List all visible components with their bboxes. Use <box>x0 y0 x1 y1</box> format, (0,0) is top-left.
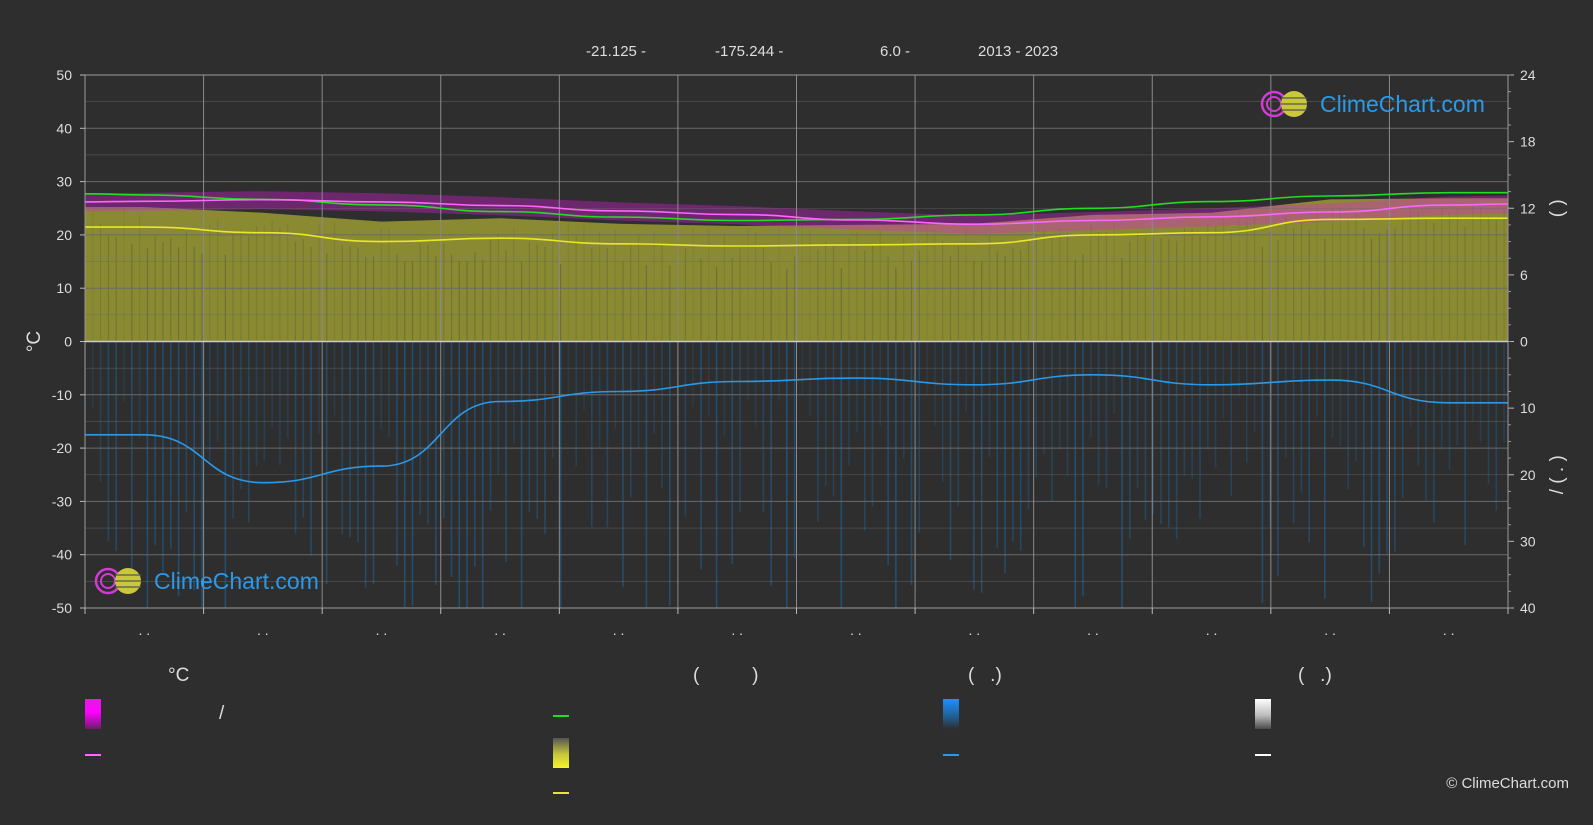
legend-rain-heading: ( .) <box>968 665 1002 686</box>
legend-sunshine-swatch <box>553 792 569 794</box>
right-tick-label-hours: 0 <box>1520 334 1528 350</box>
right-tick-label-rain: 30 <box>1520 533 1536 549</box>
x-tick-label: . . <box>138 622 150 638</box>
year-range-label: 2013 - 2023 <box>978 43 1059 60</box>
legend-slash: / <box>219 703 225 724</box>
x-tick-label: . . <box>1206 622 1218 638</box>
sunshine-line <box>85 217 1508 247</box>
y-axis-right-top-label: ( ) <box>1547 199 1568 217</box>
logo-globe-icon <box>1260 90 1307 118</box>
x-tick-label: . . <box>731 622 743 638</box>
left-tick-label: 10 <box>56 280 72 296</box>
right-tick-label-rain: 40 <box>1520 600 1536 616</box>
latitude-label: -21.125 - <box>586 43 647 60</box>
left-tick-label: -10 <box>52 387 72 403</box>
right-tick-label-hours: 12 <box>1520 200 1536 216</box>
legend-avg-temp-swatch <box>85 754 101 756</box>
x-tick-label: . . <box>613 622 625 638</box>
left-tick-label: 50 <box>56 67 72 83</box>
left-tick-label: -50 <box>52 600 72 616</box>
x-tick-label: . . <box>969 622 981 638</box>
chart-axes: 50 40 30 20 10 0 -10 -20 -30 -40 -50 °C 24 18 12 6 0 10 20… <box>24 67 1568 638</box>
x-tick-label: . . <box>1087 622 1099 638</box>
x-tick-label: . . <box>850 622 862 638</box>
legend-snow-heading: ( .) <box>1298 665 1332 686</box>
logo-bottom: ClimeChart.com <box>94 565 319 597</box>
rain-line <box>85 373 1508 484</box>
left-tick-label: 20 <box>56 227 72 243</box>
legend-snow-fill-swatch <box>1255 699 1271 729</box>
legend-rain-fill-swatch <box>943 699 959 729</box>
legend-daylight-swatch <box>553 715 569 717</box>
chart-series <box>84 191 1509 484</box>
left-tick-label: 30 <box>56 174 72 190</box>
left-tick-label: 40 <box>56 120 72 136</box>
longitude-label: -175.244 - <box>715 43 784 60</box>
logo-text: ClimeChart.com <box>1320 90 1485 117</box>
y-axis-right-bottom-label: / ( . ) <box>1547 455 1568 494</box>
left-tick-label: -40 <box>52 547 72 563</box>
avg_temp-line <box>84 198 1509 226</box>
elevation-label: 6.0 - <box>880 43 911 60</box>
x-tick-label: . . <box>1443 622 1455 638</box>
x-tick-label: . . <box>257 622 269 638</box>
right-tick-label-hours: 18 <box>1520 134 1536 150</box>
x-tick-label: . . <box>1324 622 1336 638</box>
y-axis-left-label: °C <box>24 331 45 352</box>
legend-snow-swatch <box>1255 754 1271 756</box>
left-tick-label: -20 <box>52 440 72 456</box>
legend-sunshine-fill-swatch <box>553 738 569 768</box>
logo-globe-icon <box>94 567 141 595</box>
logo-top: ClimeChart.com <box>1260 88 1485 120</box>
legend-rain-swatch <box>943 754 959 756</box>
left-tick-label: -30 <box>52 493 72 509</box>
right-tick-label-hours: 24 <box>1520 67 1536 83</box>
x-tick-label: . . <box>376 622 388 638</box>
legend-temp-range-swatch <box>85 699 101 729</box>
legend-sun-heading: ( ) <box>693 665 759 686</box>
logo-text: ClimeChart.com <box>154 567 319 594</box>
right-tick-label-hours: 6 <box>1520 267 1528 283</box>
legend-temp-heading: °C <box>168 665 190 686</box>
right-tick-label-rain: 10 <box>1520 400 1536 416</box>
left-tick-label: 0 <box>64 334 72 350</box>
x-tick-label: . . <box>494 622 506 638</box>
copyright-text: © ClimeChart.com <box>1446 775 1569 792</box>
right-tick-label-rain: 20 <box>1520 467 1536 483</box>
